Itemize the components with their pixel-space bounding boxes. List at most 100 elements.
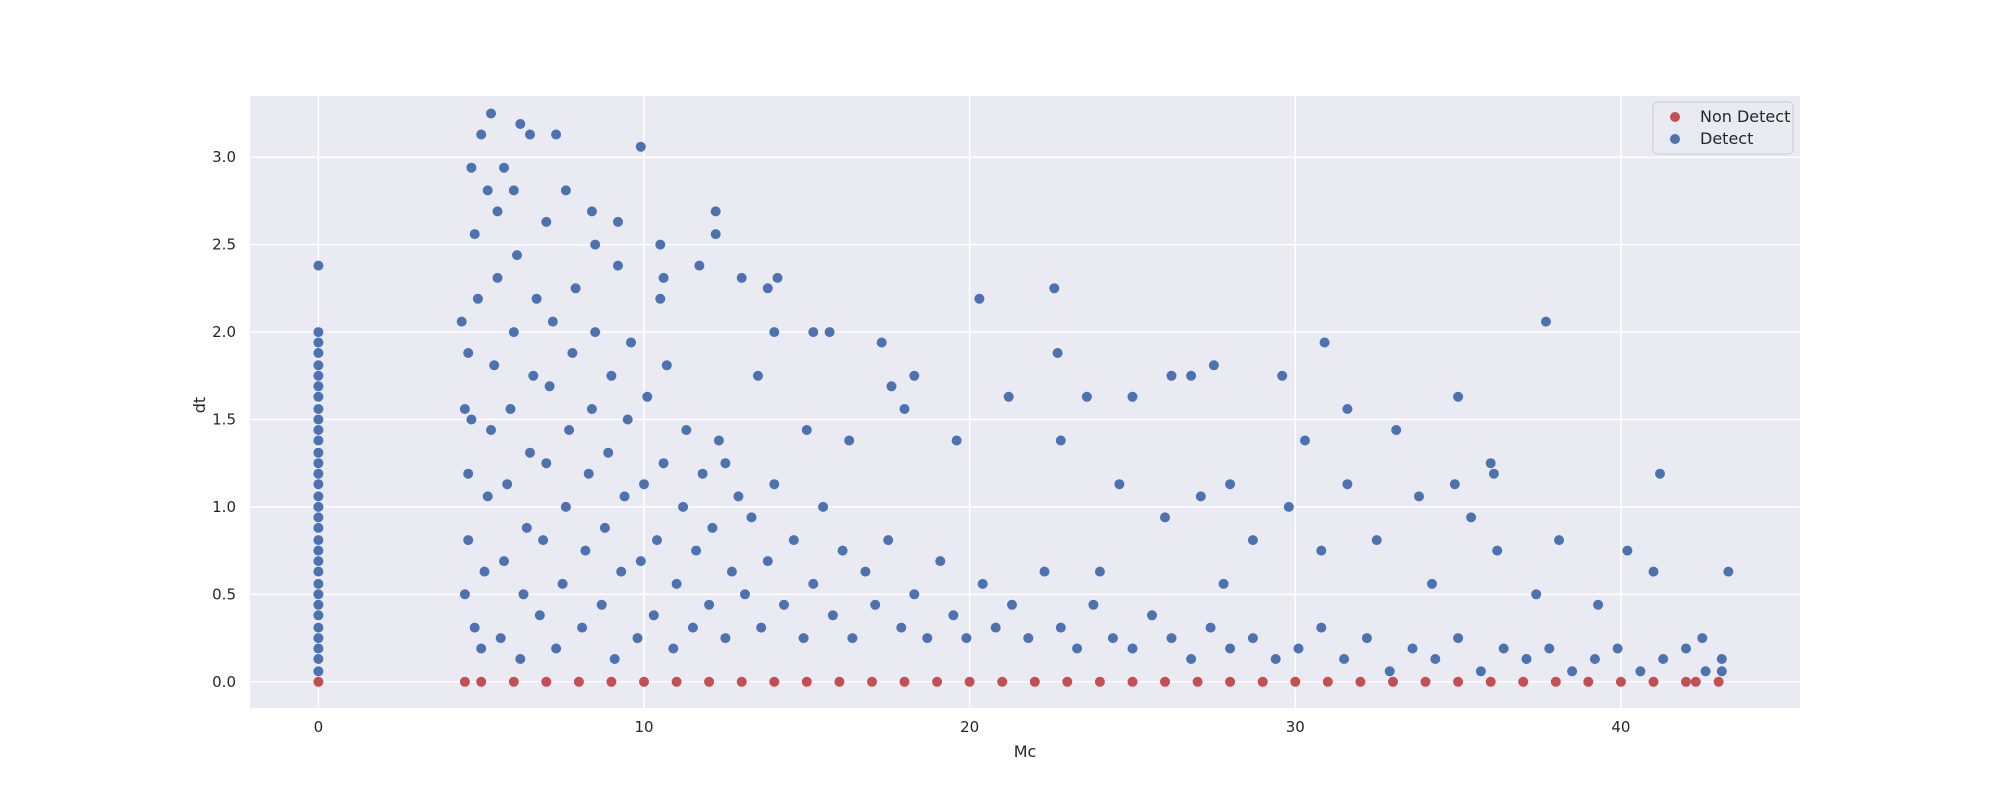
- point-detect: [769, 479, 780, 490]
- point-detect: [564, 425, 575, 435]
- point-detect: [492, 206, 503, 217]
- point-non-detect: [606, 676, 617, 687]
- point-detect: [466, 162, 477, 173]
- y-tick-label: 0.5: [212, 585, 236, 603]
- point-detect: [313, 501, 324, 512]
- point-detect: [1094, 566, 1105, 577]
- point-detect: [977, 578, 988, 589]
- point-detect: [1166, 633, 1177, 644]
- point-detect: [313, 360, 324, 371]
- point-detect: [1716, 666, 1727, 677]
- point-detect: [827, 610, 838, 621]
- point-non-detect: [704, 676, 715, 687]
- point-detect: [635, 141, 646, 152]
- point-detect: [687, 622, 698, 633]
- point-detect: [547, 316, 558, 327]
- point-non-detect: [1388, 676, 1398, 687]
- point-non-detect: [541, 676, 552, 687]
- point-detect: [518, 589, 529, 600]
- point-detect: [681, 425, 692, 435]
- point-detect: [779, 599, 789, 610]
- point-detect: [1160, 512, 1170, 523]
- point-detect: [1384, 666, 1395, 677]
- point-non-detect: [1690, 676, 1701, 687]
- point-detect: [974, 293, 985, 304]
- y-tick-labels: 0.0 0.5 1.0 1.5 2.0 2.5 3.0: [212, 148, 236, 691]
- point-detect: [935, 556, 946, 567]
- point-detect: [896, 622, 907, 633]
- data-points: [313, 108, 1734, 687]
- point-non-detect: [1583, 676, 1594, 687]
- point-detect: [609, 654, 620, 664]
- point-detect: [922, 633, 933, 644]
- point-non-detect: [1355, 676, 1366, 687]
- point-non-detect: [769, 676, 780, 687]
- point-detect: [1205, 622, 1216, 633]
- point-detect: [1407, 643, 1418, 654]
- point-detect: [756, 622, 767, 633]
- point-detect: [482, 185, 493, 196]
- point-detect: [590, 239, 601, 250]
- point-detect: [456, 316, 467, 327]
- x-tick-labels: 0 10 20 30 40: [314, 718, 1631, 736]
- point-non-detect: [867, 676, 877, 687]
- point-detect: [769, 327, 780, 338]
- point-detect: [603, 447, 614, 458]
- point-non-detect: [313, 676, 324, 687]
- point-detect: [1391, 425, 1402, 435]
- point-detect: [1319, 337, 1330, 348]
- point-detect: [613, 216, 623, 227]
- point-detect: [1225, 479, 1236, 490]
- x-tick-label: 20: [960, 718, 979, 736]
- legend: Non Detect Detect: [1652, 101, 1794, 155]
- point-detect: [1430, 654, 1441, 664]
- point-detect: [710, 229, 721, 240]
- plot-background: [250, 96, 1800, 708]
- x-tick-label: 0: [314, 718, 324, 736]
- point-detect: [313, 468, 324, 479]
- point-detect: [1300, 435, 1310, 446]
- point-non-detect: [1029, 676, 1040, 687]
- point-detect: [870, 599, 881, 610]
- point-detect: [1127, 643, 1138, 654]
- point-detect: [1648, 566, 1659, 577]
- y-tick-label: 0.0: [212, 673, 236, 691]
- point-detect: [639, 479, 649, 490]
- point-detect: [313, 654, 324, 664]
- point-non-detect: [1062, 676, 1073, 687]
- point-detect: [1316, 622, 1327, 633]
- point-detect: [551, 643, 562, 654]
- point-detect: [313, 404, 324, 414]
- x-tick-label: 40: [1611, 718, 1630, 736]
- point-detect: [1453, 633, 1464, 644]
- point-detect: [619, 491, 630, 502]
- point-non-detect: [1420, 676, 1431, 687]
- point-detect: [1208, 360, 1219, 371]
- point-detect: [1007, 599, 1017, 610]
- point-non-detect: [964, 676, 975, 687]
- point-detect: [655, 239, 666, 250]
- point-detect: [499, 162, 509, 173]
- point-detect: [313, 479, 324, 490]
- point-detect: [472, 293, 483, 304]
- point-detect: [844, 435, 855, 446]
- point-detect: [313, 414, 324, 425]
- point-detect: [1107, 633, 1118, 644]
- point-detect: [313, 458, 324, 469]
- point-detect: [694, 260, 705, 271]
- point-detect: [313, 578, 324, 589]
- point-detect: [1283, 501, 1294, 512]
- point-detect: [661, 360, 672, 371]
- point-detect: [658, 458, 669, 469]
- point-detect: [1488, 468, 1499, 479]
- point-detect: [746, 512, 757, 523]
- point-detect: [469, 229, 480, 240]
- point-non-detect: [1681, 676, 1691, 687]
- point-detect: [313, 622, 324, 633]
- point-detect: [1567, 666, 1578, 677]
- point-detect: [909, 370, 920, 381]
- point-detect: [720, 633, 731, 644]
- point-detect: [1225, 643, 1236, 654]
- point-detect: [606, 370, 617, 381]
- point-detect: [961, 633, 972, 644]
